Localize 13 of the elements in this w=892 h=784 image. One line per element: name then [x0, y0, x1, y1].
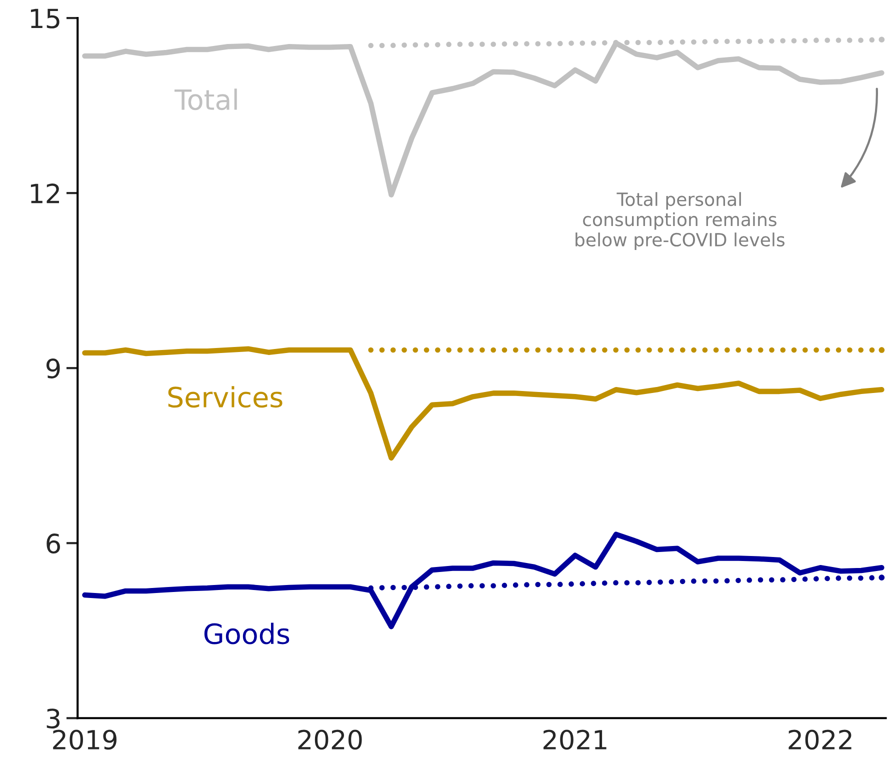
y-tick-label: 12 [30, 184, 59, 204]
series-label: Services [168, 386, 282, 408]
series-label: Total [174, 88, 237, 110]
x-tick-label: 2020 [298, 730, 362, 750]
series-label: Goods [204, 622, 290, 644]
y-tick-label: 3 [46, 708, 60, 729]
x-tick-label: 2021 [544, 730, 606, 750]
y-tick-label: 9 [46, 358, 60, 378]
x-tick-label: 2019 [53, 730, 116, 750]
y-tick-label: 6 [46, 534, 60, 554]
annotation: Total personal consumption remains below pre-COVID levels [576, 192, 784, 250]
x-tick-label: 2022 [788, 730, 852, 750]
y-tick-label: 15 [30, 8, 60, 28]
